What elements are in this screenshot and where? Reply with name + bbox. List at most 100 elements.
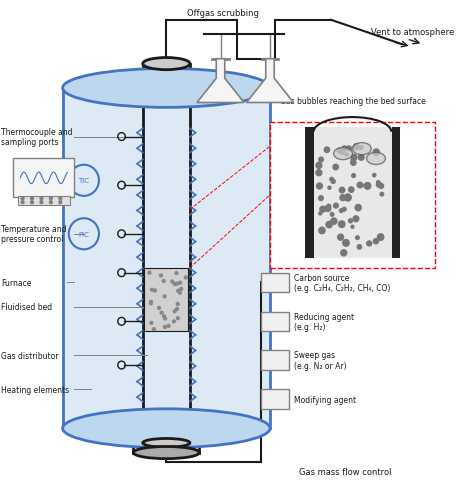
Circle shape xyxy=(338,222,345,228)
Text: Carbon source
(e.g. C₂H₄, C₂H₂, CH₄, CO): Carbon source (e.g. C₂H₄, C₂H₂, CH₄, CO) xyxy=(293,273,390,292)
Circle shape xyxy=(173,320,175,323)
Circle shape xyxy=(337,149,342,153)
Circle shape xyxy=(316,163,322,169)
Circle shape xyxy=(59,201,62,204)
Ellipse shape xyxy=(63,69,270,108)
Circle shape xyxy=(356,236,359,240)
Circle shape xyxy=(177,290,180,293)
Circle shape xyxy=(163,315,165,318)
Polygon shape xyxy=(246,60,293,103)
Ellipse shape xyxy=(143,439,190,447)
Circle shape xyxy=(176,283,179,285)
Circle shape xyxy=(354,144,359,150)
Circle shape xyxy=(149,302,152,305)
Circle shape xyxy=(150,301,152,304)
Circle shape xyxy=(40,198,43,201)
Text: Modifying agent: Modifying agent xyxy=(293,395,356,404)
Circle shape xyxy=(358,155,364,161)
Circle shape xyxy=(327,205,331,209)
Circle shape xyxy=(341,250,347,256)
Circle shape xyxy=(175,272,178,275)
Ellipse shape xyxy=(63,409,270,448)
Circle shape xyxy=(355,205,361,211)
FancyBboxPatch shape xyxy=(392,127,400,259)
Circle shape xyxy=(334,204,338,209)
Ellipse shape xyxy=(143,59,190,71)
Circle shape xyxy=(351,155,357,161)
Circle shape xyxy=(31,201,34,204)
Circle shape xyxy=(343,240,349,247)
FancyBboxPatch shape xyxy=(270,122,435,268)
Circle shape xyxy=(373,150,379,156)
Text: Gas bubbles reaching the bed surface: Gas bubbles reaching the bed surface xyxy=(280,97,425,106)
Circle shape xyxy=(324,148,329,153)
Circle shape xyxy=(59,198,62,201)
FancyBboxPatch shape xyxy=(13,159,74,198)
Circle shape xyxy=(49,198,52,201)
Circle shape xyxy=(148,272,151,275)
Circle shape xyxy=(325,206,331,212)
Circle shape xyxy=(180,288,182,291)
Circle shape xyxy=(351,226,354,229)
Circle shape xyxy=(320,207,326,213)
Text: Gas mass flow control: Gas mass flow control xyxy=(299,467,392,476)
Circle shape xyxy=(376,183,382,188)
Circle shape xyxy=(379,184,383,189)
Circle shape xyxy=(40,201,43,204)
Circle shape xyxy=(345,195,351,202)
Circle shape xyxy=(176,317,179,320)
Circle shape xyxy=(360,184,363,188)
Circle shape xyxy=(150,322,153,325)
Circle shape xyxy=(373,174,376,178)
Polygon shape xyxy=(197,60,244,103)
Circle shape xyxy=(179,282,182,285)
Circle shape xyxy=(167,325,170,327)
Circle shape xyxy=(357,245,362,249)
Circle shape xyxy=(328,187,331,190)
Circle shape xyxy=(31,198,34,201)
FancyBboxPatch shape xyxy=(261,273,289,292)
Ellipse shape xyxy=(334,148,353,160)
Text: Furnace: Furnace xyxy=(1,278,32,287)
Text: Vent to atmosphere: Vent to atmosphere xyxy=(371,28,454,38)
Circle shape xyxy=(316,170,322,176)
Circle shape xyxy=(175,308,178,311)
Circle shape xyxy=(21,201,24,204)
Circle shape xyxy=(346,146,351,151)
Text: Heating elements: Heating elements xyxy=(1,385,70,394)
Text: PIC: PIC xyxy=(78,231,89,237)
Circle shape xyxy=(339,188,345,193)
Text: Temperature and
pressure control: Temperature and pressure control xyxy=(1,224,67,244)
Circle shape xyxy=(160,274,163,277)
Circle shape xyxy=(173,310,176,313)
Text: Reducing agent
(e.g. H₂): Reducing agent (e.g. H₂) xyxy=(293,312,354,331)
Ellipse shape xyxy=(133,447,199,459)
FancyBboxPatch shape xyxy=(261,389,289,409)
Circle shape xyxy=(326,222,332,228)
FancyBboxPatch shape xyxy=(261,312,289,331)
Circle shape xyxy=(340,150,345,155)
Circle shape xyxy=(337,235,344,241)
Circle shape xyxy=(380,193,383,197)
Circle shape xyxy=(348,220,353,224)
Circle shape xyxy=(348,187,354,193)
Circle shape xyxy=(163,295,166,298)
Circle shape xyxy=(331,219,337,225)
Circle shape xyxy=(340,195,346,201)
Circle shape xyxy=(339,209,343,213)
Circle shape xyxy=(330,178,334,182)
Ellipse shape xyxy=(353,143,371,156)
Circle shape xyxy=(331,180,335,184)
Circle shape xyxy=(171,281,173,284)
Circle shape xyxy=(164,317,166,320)
Circle shape xyxy=(357,183,363,188)
Text: Fluidised bed: Fluidised bed xyxy=(1,303,53,311)
FancyBboxPatch shape xyxy=(314,127,392,259)
FancyBboxPatch shape xyxy=(261,351,289,370)
Circle shape xyxy=(367,242,372,246)
Text: Offgas scrubbing: Offgas scrubbing xyxy=(187,9,259,18)
Circle shape xyxy=(333,165,338,170)
Circle shape xyxy=(49,201,52,204)
Ellipse shape xyxy=(366,153,385,165)
Circle shape xyxy=(353,216,359,222)
